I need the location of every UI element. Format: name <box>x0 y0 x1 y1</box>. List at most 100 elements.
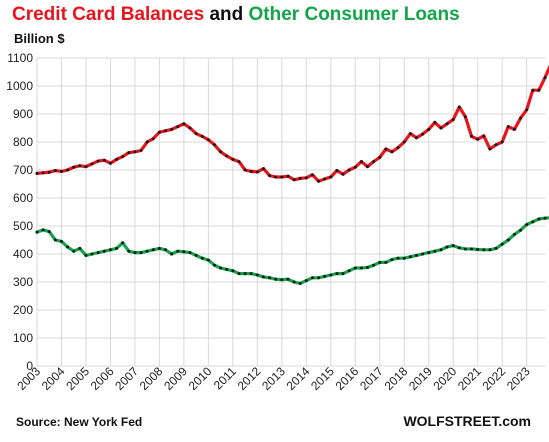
data-point-credit-card-49 <box>335 169 339 173</box>
data-point-credit-card-29 <box>212 143 216 147</box>
x-tick-label-2018: 2018 <box>382 364 411 393</box>
x-tick-label-2009: 2009 <box>161 364 190 393</box>
data-point-other-loans-59 <box>396 256 400 260</box>
data-point-credit-card-77 <box>506 125 510 129</box>
series-markers-credit-card <box>35 76 547 183</box>
data-point-other-loans-1 <box>41 228 45 232</box>
data-point-other-loans-23 <box>176 249 180 253</box>
data-point-other-loans-26 <box>194 253 198 257</box>
data-point-other-loans-17 <box>139 251 143 255</box>
data-point-other-loans-52 <box>353 266 357 270</box>
x-tick-label-2006: 2006 <box>88 364 117 393</box>
source-note: Source: New York Fed <box>16 415 143 429</box>
data-point-credit-card-48 <box>329 175 333 179</box>
data-point-other-loans-19 <box>151 248 155 252</box>
data-point-other-loans-61 <box>408 255 412 259</box>
data-point-other-loans-64 <box>427 251 431 255</box>
data-point-credit-card-73 <box>482 134 486 138</box>
data-point-credit-card-39 <box>274 175 278 179</box>
data-point-other-loans-66 <box>439 248 443 252</box>
data-point-credit-card-80 <box>525 108 529 112</box>
data-point-credit-card-64 <box>427 127 431 131</box>
y-tick-label-500: 500 <box>13 219 33 233</box>
data-point-credit-card-31 <box>225 154 229 158</box>
data-point-credit-card-14 <box>121 155 125 159</box>
data-point-credit-card-76 <box>500 140 504 144</box>
data-point-credit-card-72 <box>476 137 480 141</box>
x-axis-ticks: 2003200420052006200720082009201020112012… <box>14 364 533 393</box>
data-point-other-loans-73 <box>482 248 486 252</box>
data-point-credit-card-0 <box>35 171 39 175</box>
series-line-credit-card <box>35 64 549 183</box>
grid-lines <box>36 57 545 367</box>
data-point-credit-card-7 <box>78 164 82 168</box>
data-point-credit-card-75 <box>494 143 498 147</box>
data-point-other-loans-30 <box>219 266 223 270</box>
data-point-credit-card-62 <box>414 136 418 140</box>
data-point-credit-card-66 <box>439 126 443 130</box>
data-point-other-loans-32 <box>231 269 235 273</box>
x-tick-label-2014: 2014 <box>284 364 313 393</box>
y-tick-label-800: 800 <box>13 135 33 149</box>
data-point-other-loans-53 <box>359 266 363 270</box>
data-point-credit-card-69 <box>457 105 461 109</box>
data-point-credit-card-42 <box>292 178 296 182</box>
data-point-credit-card-47 <box>323 177 327 181</box>
data-point-credit-card-55 <box>372 160 376 164</box>
data-point-other-loans-82 <box>537 217 541 221</box>
x-tick-label-2017: 2017 <box>357 364 386 393</box>
data-point-other-loans-38 <box>268 276 272 280</box>
data-point-other-loans-36 <box>255 273 259 277</box>
series-markers-other-loans <box>35 216 547 285</box>
x-tick-label-2016: 2016 <box>333 364 362 393</box>
data-point-other-loans-56 <box>378 260 382 264</box>
data-point-other-loans-80 <box>525 223 529 227</box>
data-point-other-loans-58 <box>390 258 394 262</box>
data-point-credit-card-18 <box>145 140 149 144</box>
data-point-other-loans-60 <box>402 256 406 260</box>
data-point-other-loans-62 <box>414 253 418 257</box>
data-point-other-loans-41 <box>286 277 290 281</box>
data-point-other-loans-28 <box>206 258 210 262</box>
data-point-other-loans-75 <box>494 246 498 250</box>
x-tick-label-2019: 2019 <box>406 364 435 393</box>
y-tick-label-600: 600 <box>13 191 33 205</box>
data-point-other-loans-14 <box>121 241 125 245</box>
y-tick-label-0: 0 <box>26 359 33 373</box>
data-point-other-loans-0 <box>35 230 39 234</box>
data-point-credit-card-35 <box>249 169 253 173</box>
data-point-other-loans-45 <box>310 276 314 280</box>
data-point-credit-card-23 <box>176 125 180 129</box>
data-point-other-loans-76 <box>500 242 504 246</box>
data-point-credit-card-10 <box>96 159 100 163</box>
data-point-other-loans-24 <box>182 250 186 254</box>
data-point-other-loans-21 <box>164 248 168 252</box>
x-tick-label-2021: 2021 <box>455 364 484 393</box>
x-tick-label-2013: 2013 <box>259 364 288 393</box>
data-point-credit-card-45 <box>310 173 314 177</box>
data-point-credit-card-50 <box>341 172 345 176</box>
x-tick-label-2010: 2010 <box>186 364 215 393</box>
data-point-other-loans-22 <box>170 252 174 256</box>
data-point-other-loans-63 <box>421 252 425 256</box>
data-point-credit-card-67 <box>445 122 449 126</box>
data-point-credit-card-46 <box>317 179 321 183</box>
x-tick-label-2022: 2022 <box>479 364 508 393</box>
data-point-other-loans-4 <box>59 239 63 243</box>
data-point-other-loans-10 <box>96 251 100 255</box>
y-tick-label-700: 700 <box>13 163 33 177</box>
data-point-credit-card-41 <box>286 174 290 178</box>
y-tick-label-1000: 1000 <box>6 79 33 93</box>
data-point-credit-card-6 <box>72 165 76 169</box>
data-point-credit-card-56 <box>378 155 382 159</box>
data-point-credit-card-54 <box>366 165 370 169</box>
data-point-credit-card-25 <box>188 126 192 130</box>
data-point-other-loans-40 <box>280 278 284 282</box>
data-point-other-loans-49 <box>335 272 339 276</box>
brand-logo-text: WOLFSTREET.com <box>403 413 531 429</box>
data-point-credit-card-44 <box>304 176 308 180</box>
y-axis-unit-label: Billion $ <box>14 31 65 46</box>
data-point-other-loans-55 <box>372 263 376 267</box>
data-point-other-loans-3 <box>53 238 57 242</box>
data-point-credit-card-12 <box>108 161 112 165</box>
